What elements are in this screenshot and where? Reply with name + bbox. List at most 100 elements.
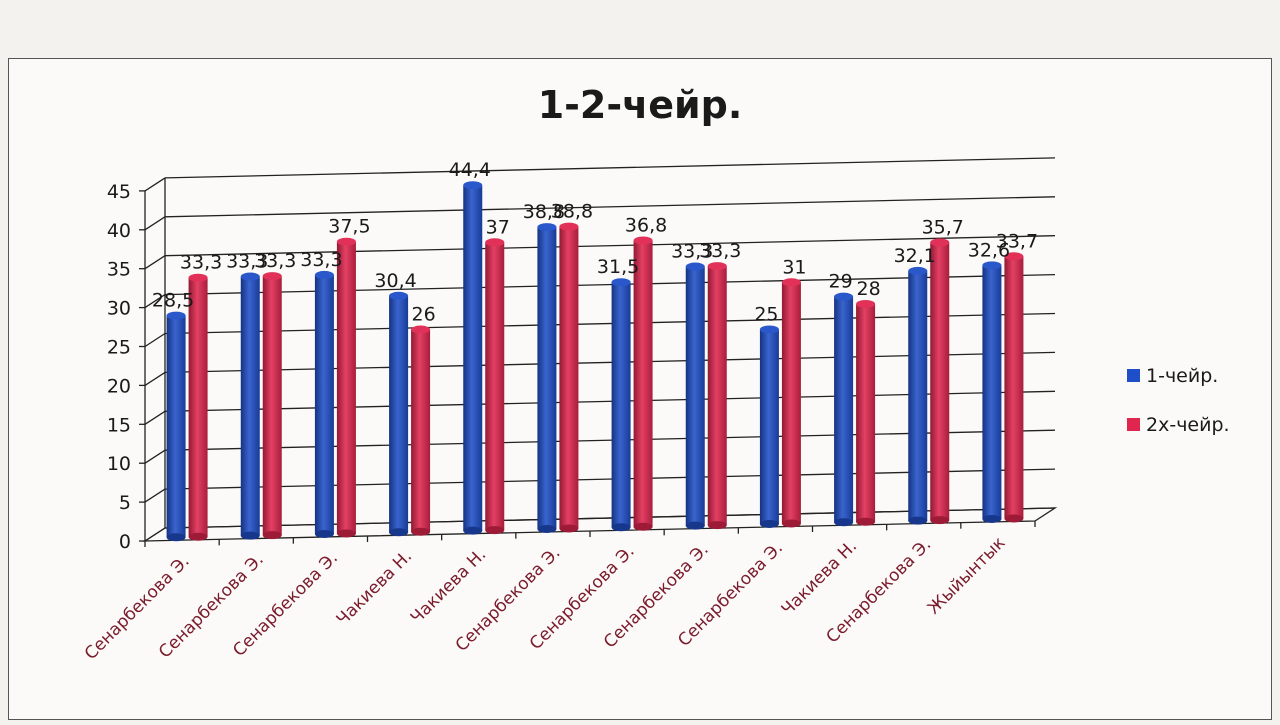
bar bbox=[908, 270, 928, 521]
y-tick-label: 45 bbox=[107, 181, 131, 203]
gridline-side bbox=[144, 216, 166, 231]
y-tick-label: 25 bbox=[107, 337, 131, 359]
gridline bbox=[164, 157, 1056, 179]
y-tick-label: 15 bbox=[107, 414, 131, 436]
legend-label: 2х-чейр. bbox=[1146, 414, 1230, 436]
legend-label: 1-чейр. bbox=[1146, 365, 1218, 387]
bar bbox=[336, 241, 356, 534]
bar bbox=[537, 227, 557, 529]
bar-bottom bbox=[633, 522, 653, 531]
bar bbox=[982, 265, 1002, 519]
x-tick-label: Чакиева Н. bbox=[333, 546, 416, 629]
bar-top bbox=[685, 262, 705, 271]
data-label: 33,3 bbox=[226, 251, 268, 273]
y-tick-label: 20 bbox=[107, 375, 131, 397]
bar bbox=[262, 276, 282, 536]
data-label: 31,5 bbox=[597, 256, 639, 278]
bar bbox=[633, 240, 653, 527]
bar-top bbox=[1004, 252, 1024, 261]
bars bbox=[166, 181, 1024, 542]
bar bbox=[559, 226, 579, 529]
bar-bottom bbox=[485, 526, 505, 535]
data-label: 35,7 bbox=[922, 216, 964, 238]
y-axis: 0 5 10 15 20 25 30 35 40 45 bbox=[107, 181, 1036, 553]
bar bbox=[685, 266, 705, 526]
data-label: 29 bbox=[828, 271, 852, 293]
gridline bbox=[164, 468, 1056, 490]
gridline-side bbox=[144, 410, 166, 425]
data-label: 26 bbox=[411, 304, 435, 326]
bar bbox=[463, 185, 483, 531]
y-tick-label: 40 bbox=[107, 220, 131, 242]
bar bbox=[611, 282, 631, 528]
bar bbox=[759, 329, 779, 524]
bar-top bbox=[982, 261, 1002, 270]
bar-top bbox=[314, 270, 334, 279]
bar-bottom bbox=[781, 519, 801, 528]
bar-top bbox=[759, 325, 779, 334]
bar-bottom bbox=[856, 517, 876, 526]
bar bbox=[707, 266, 727, 526]
bar-top bbox=[559, 222, 579, 231]
gridline bbox=[164, 273, 1056, 296]
gridline bbox=[164, 196, 1056, 218]
legend-swatch bbox=[1127, 418, 1140, 431]
legend-swatch bbox=[1127, 369, 1140, 382]
gridline-side bbox=[144, 177, 166, 192]
bar-bottom bbox=[930, 516, 950, 525]
data-label: 33,3 bbox=[180, 252, 222, 274]
bar-bottom bbox=[685, 521, 705, 530]
bar-bottom bbox=[314, 529, 334, 538]
data-label: 30,4 bbox=[374, 270, 416, 292]
bar bbox=[314, 274, 334, 534]
gridline-side bbox=[144, 449, 166, 464]
x-tick-label: Жыйынтык bbox=[924, 533, 1010, 619]
bar-bottom bbox=[908, 516, 928, 525]
gridline bbox=[164, 351, 1056, 374]
bar-top bbox=[336, 237, 356, 246]
gridline bbox=[164, 312, 1056, 335]
bar bbox=[930, 242, 950, 521]
bar bbox=[781, 282, 801, 524]
data-label: 33,3 bbox=[254, 250, 296, 272]
gridline bbox=[164, 429, 1056, 451]
data-label: 37 bbox=[486, 216, 510, 238]
bar bbox=[166, 315, 186, 538]
bar-top bbox=[611, 278, 631, 287]
gridline-side bbox=[144, 488, 166, 503]
bar-bottom bbox=[389, 528, 409, 537]
data-label: 32,1 bbox=[894, 245, 936, 267]
bar-top bbox=[389, 291, 409, 300]
bar-top bbox=[834, 292, 854, 301]
gridline bbox=[164, 235, 1056, 257]
data-label: 28 bbox=[856, 278, 880, 300]
bar bbox=[389, 295, 409, 533]
gridline bbox=[164, 390, 1056, 412]
data-label: 33,3 bbox=[300, 249, 342, 271]
bar-bottom bbox=[411, 527, 431, 536]
bar-top bbox=[463, 181, 483, 190]
bar-bottom bbox=[611, 523, 631, 532]
bar-bottom bbox=[188, 532, 208, 541]
gridline-side bbox=[144, 371, 166, 386]
data-label: 33,7 bbox=[996, 230, 1038, 252]
bar-bottom bbox=[707, 521, 727, 530]
bar-top bbox=[411, 325, 431, 334]
y-tick-label: 0 bbox=[119, 531, 131, 553]
bar-bottom bbox=[166, 533, 186, 542]
bar-bottom bbox=[463, 526, 483, 535]
data-label: 37,5 bbox=[328, 216, 370, 238]
data-labels: 28,533,3 33,333,3 33,337,530,42644,43738,8… bbox=[152, 159, 1038, 325]
gridline-side bbox=[144, 255, 166, 270]
bar-top bbox=[537, 223, 557, 232]
bar-bottom bbox=[336, 529, 356, 538]
bar bbox=[834, 296, 854, 523]
bar-top bbox=[485, 238, 505, 247]
bar bbox=[856, 303, 876, 522]
y-tick-label: 10 bbox=[107, 453, 131, 475]
data-label: 36,8 bbox=[625, 215, 667, 237]
data-label: 38,8 bbox=[551, 201, 593, 223]
bar-top bbox=[781, 278, 801, 287]
bar-bottom bbox=[1004, 514, 1024, 523]
grid bbox=[142, 157, 1058, 542]
